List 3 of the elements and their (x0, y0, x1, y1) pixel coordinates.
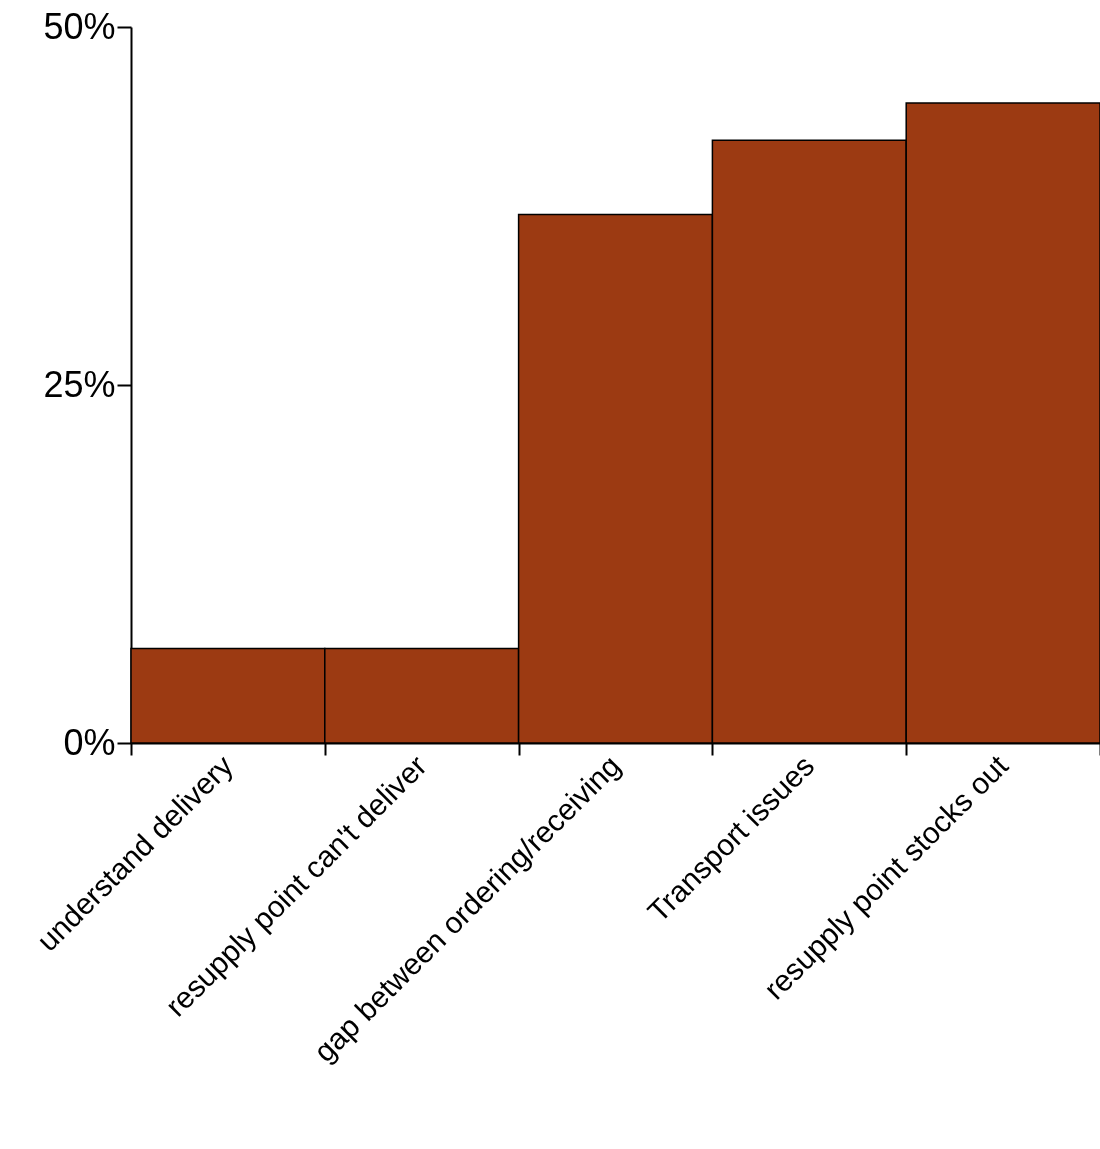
y-tick-label: 0% (63, 721, 116, 763)
y-tick-label: 50% (43, 5, 116, 47)
y-tick-label: 25% (43, 363, 116, 405)
